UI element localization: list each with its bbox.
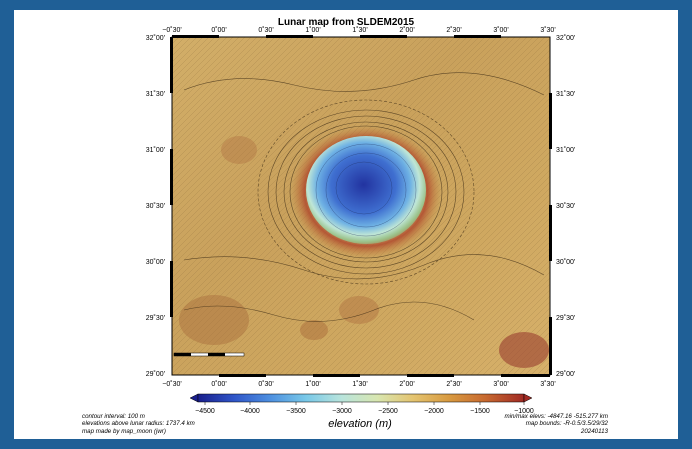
map-graticule-frame (170, 35, 552, 377)
lat-label: 31˚00' (146, 146, 165, 154)
footer-min-max: min/max elevs: -4847.16 -515.277 km (504, 413, 608, 420)
lat-label: 32˚00' (556, 34, 575, 42)
colorbar-tick: −4000 (240, 408, 260, 415)
lon-label: 0˚30' (258, 380, 273, 388)
colorbar-tick: −3500 (286, 408, 306, 415)
lon-label: 3˚30' (540, 380, 555, 388)
lat-label: 31˚30' (556, 90, 575, 98)
colorbar-tick: −1500 (470, 408, 490, 415)
lon-label: −0˚30' (162, 380, 181, 388)
footer-map-credit: map made by map_moon (jwr) (82, 427, 166, 435)
map-title: Lunar map from SLDEM2015 (278, 17, 415, 28)
lon-label: 3˚00' (493, 380, 508, 388)
map-body (170, 35, 552, 377)
lon-label: 3˚00' (493, 26, 508, 34)
lon-label: 2˚00' (399, 380, 414, 388)
bottom-lon-labels: −0˚30' 0˚00' 0˚30' 1˚00' 1˚30' 2˚00' 2˚3… (162, 380, 555, 388)
lat-label: 31˚00' (556, 146, 575, 154)
footer-map-bounds: map bounds: -R-0.5/3.5/29/32 (525, 420, 608, 428)
colorbar-tick: −2000 (424, 408, 444, 415)
footer-right: min/max elevs: -4847.16 -515.277 km map … (504, 413, 608, 435)
lat-label: 31˚30' (146, 90, 165, 98)
scale-bar (173, 352, 245, 357)
lat-label: 29˚00' (146, 370, 165, 378)
colorbar-right-arrow (523, 393, 533, 403)
lon-label: 0˚30' (258, 26, 273, 34)
lon-label: −0˚30' (162, 26, 181, 34)
ridge-patch (179, 295, 249, 345)
lon-label: 0˚00' (211, 26, 226, 34)
map-figure-frame: Lunar map from SLDEM2015 (14, 10, 678, 439)
colorbar-tick: −1000 (514, 408, 534, 415)
colorbar-tick: −2500 (378, 408, 398, 415)
lat-label: 32˚00' (146, 34, 165, 42)
colorbar-ramp (197, 393, 525, 403)
lat-label: 30˚00' (146, 258, 165, 266)
lat-label: 30˚00' (556, 258, 575, 266)
left-lat-labels: 32˚00' 31˚30' 31˚00' 30˚30' 30˚00' 29˚30… (146, 34, 165, 378)
ridge-patch (339, 296, 379, 324)
lon-label: 1˚00' (305, 26, 320, 34)
lon-label: 1˚30' (352, 26, 367, 34)
lat-label: 30˚30' (556, 202, 575, 210)
ridge-patch (499, 332, 549, 368)
lon-label: 2˚30' (446, 26, 461, 34)
elevation-colorbar: −4500 −4000 −3500 −3000 −2500 −2000 −150… (189, 393, 534, 430)
lat-label: 30˚30' (146, 202, 165, 210)
lon-label: 3˚30' (540, 26, 555, 34)
lat-label: 29˚30' (146, 314, 165, 322)
colorbar-tick: −3000 (332, 408, 352, 415)
footer-contour-interval: contour interval: 100 m (82, 413, 145, 420)
right-lat-labels: 32˚00' 31˚30' 31˚00' 30˚30' 30˚00' 29˚30… (556, 34, 575, 378)
footer-elevation-reference: elevations above lunar radius: 1737.4 km (82, 420, 195, 428)
lon-label: 2˚00' (399, 26, 414, 34)
colorbar-tick: −4500 (195, 408, 215, 415)
lon-label: 2˚30' (446, 380, 461, 388)
footer-left: contour interval: 100 m elevations above… (82, 413, 195, 435)
lon-label: 1˚30' (352, 380, 367, 388)
top-lon-labels: −0˚30' 0˚00' 0˚30' 1˚00' 1˚30' 2˚00' 2˚3… (162, 26, 555, 34)
map-figure: Lunar map from SLDEM2015 (146, 17, 576, 430)
lat-label: 29˚30' (556, 314, 575, 322)
colorbar-left-arrow (189, 393, 199, 403)
footer-date: 20240113 (580, 427, 608, 435)
lat-label: 29˚00' (556, 370, 575, 378)
colorbar-label: elevation (m) (328, 418, 392, 430)
ridge-patch (221, 136, 257, 164)
lon-label: 1˚00' (305, 380, 320, 388)
ridge-patch (300, 320, 328, 340)
crater-floor (306, 136, 426, 244)
lon-label: 0˚00' (211, 380, 226, 388)
